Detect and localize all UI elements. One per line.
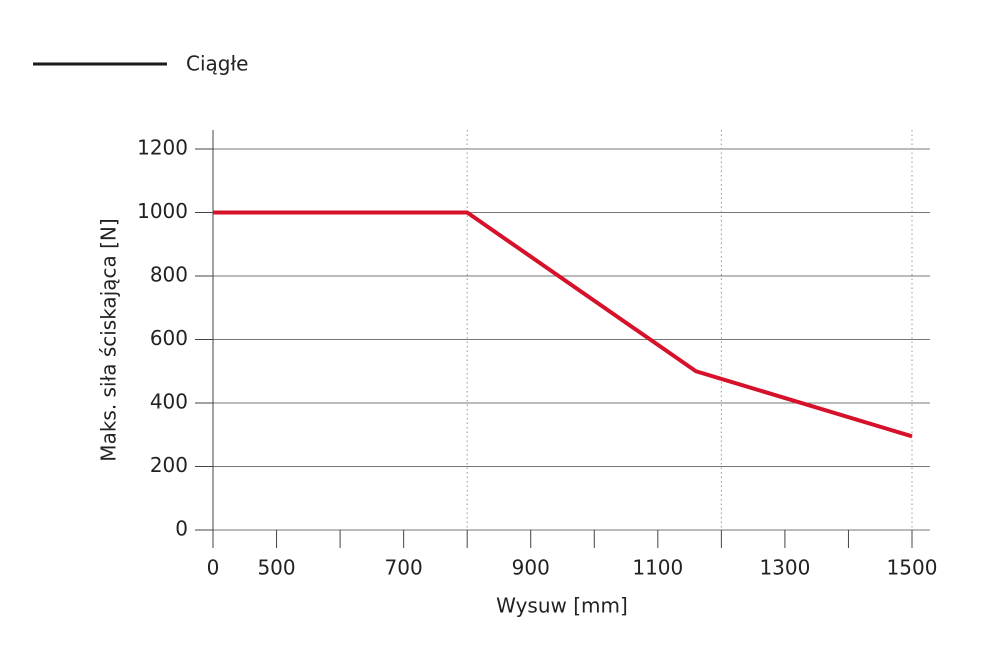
x-axis-title: Wysuw [mm] xyxy=(496,594,628,618)
y-axis-title: Maks. siła ściskająca [N] xyxy=(97,218,121,461)
y-tick-label: 400 xyxy=(150,390,188,414)
x-tick-label: 1300 xyxy=(759,556,810,580)
y-tick-label: 800 xyxy=(150,263,188,287)
x-tick-label: 1100 xyxy=(632,556,683,580)
x-tick-label: 700 xyxy=(385,556,423,580)
y-tick-label: 1000 xyxy=(137,199,188,223)
y-tick-label: 600 xyxy=(150,326,188,350)
data-line xyxy=(213,210,913,439)
y-tick-label: 1200 xyxy=(137,136,188,160)
y-tick-label: 200 xyxy=(150,453,188,477)
x-tick-label: 0 xyxy=(207,556,220,580)
x-tick-label: 1500 xyxy=(887,556,938,580)
legend-label: Ciągłe xyxy=(186,52,248,76)
x-tick-label: 500 xyxy=(257,556,295,580)
x-tick-label: 900 xyxy=(512,556,550,580)
y-tick-label: 0 xyxy=(175,517,188,541)
